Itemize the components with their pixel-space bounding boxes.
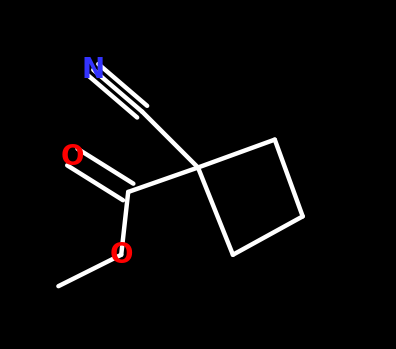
Text: O: O [109,241,133,269]
Text: N: N [82,56,105,84]
Text: O: O [61,143,84,171]
